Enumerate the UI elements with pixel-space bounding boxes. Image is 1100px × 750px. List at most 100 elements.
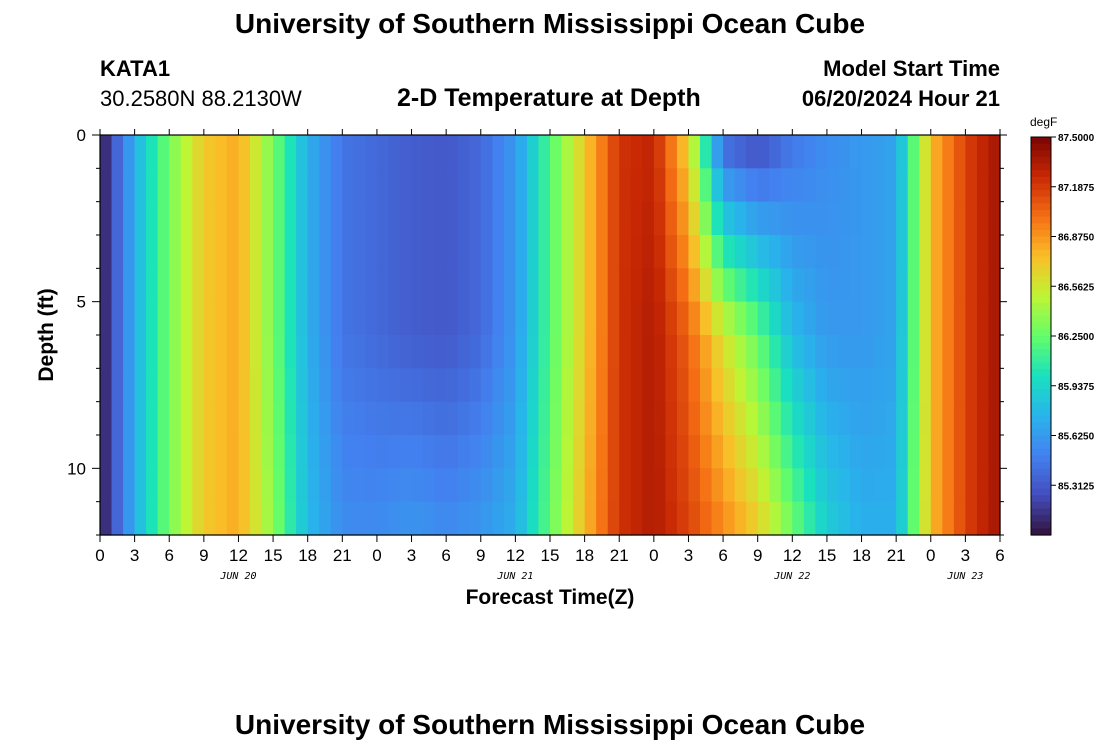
heatmap-cell	[584, 301, 597, 336]
heatmap-cell	[930, 168, 943, 203]
heatmap-cell	[111, 435, 124, 469]
heatmap-cell	[815, 435, 828, 469]
heatmap-cell	[653, 268, 666, 303]
x-tick-label: 15	[541, 546, 560, 565]
heatmap-cell	[942, 268, 955, 303]
heatmap-cell	[157, 201, 170, 236]
heatmap-cell	[988, 368, 1001, 403]
heatmap-cell	[607, 235, 620, 269]
heatmap-cell	[446, 235, 459, 269]
heatmap-cell	[515, 201, 528, 236]
heatmap-cell	[123, 435, 136, 469]
heatmap-cell	[803, 335, 816, 369]
heatmap-cell	[803, 301, 816, 336]
heatmap-cell	[688, 368, 701, 403]
heatmap-cell	[942, 401, 955, 436]
heatmap-cell	[734, 435, 747, 469]
heatmap-cell	[226, 401, 240, 436]
heatmap-cell	[896, 468, 909, 503]
heatmap-cell	[480, 401, 493, 436]
heatmap-cell	[919, 301, 932, 336]
heatmap-cell	[550, 335, 563, 369]
heatmap-cell	[596, 235, 609, 269]
heatmap-cell	[653, 168, 666, 203]
heatmap-cell	[734, 135, 747, 169]
heatmap-cell	[169, 235, 182, 269]
heatmap-cell	[503, 201, 516, 236]
heatmap-cell	[642, 135, 655, 169]
heatmap-cell	[203, 435, 216, 469]
heatmap-cell	[423, 501, 436, 536]
colorbar-swatch	[1031, 475, 1051, 483]
x-tick-label: 6	[164, 546, 173, 565]
heatmap-cell	[700, 335, 713, 369]
heatmap-cell	[180, 335, 193, 369]
heatmap-cell	[296, 401, 309, 436]
heatmap-cell	[480, 268, 493, 303]
x-tick-label: 0	[372, 546, 381, 565]
heatmap-cell	[376, 301, 390, 336]
heatmap-cell	[815, 201, 828, 236]
heatmap-cell	[734, 335, 747, 369]
heatmap-cell	[803, 135, 816, 169]
heatmap-cell	[284, 135, 297, 169]
heatmap-cell	[261, 435, 274, 469]
heatmap-cell	[226, 335, 240, 369]
x-tick-label: 12	[229, 546, 248, 565]
heatmap-cell	[400, 135, 413, 169]
heatmap-cell	[400, 435, 413, 469]
heatmap-cell	[688, 168, 701, 203]
heatmap-cell	[792, 168, 805, 203]
heatmap-cell	[526, 135, 540, 169]
heatmap-cell	[250, 335, 263, 369]
heatmap-cell	[850, 135, 863, 169]
colorbar-swatch	[1031, 488, 1051, 496]
heatmap-cell	[492, 368, 505, 403]
heatmap-cell	[769, 135, 782, 169]
heatmap-cell	[723, 468, 736, 503]
heatmap-cell	[250, 301, 263, 336]
heatmap-cell	[723, 235, 736, 269]
heatmap-cell	[550, 435, 563, 469]
heatmap-cell	[826, 468, 840, 503]
heatmap-cell	[942, 235, 955, 269]
heatmap-cell	[688, 335, 701, 369]
heatmap-cell	[596, 368, 609, 403]
heatmap-cell	[423, 168, 436, 203]
heatmap-cell	[261, 268, 274, 303]
heatmap-cell	[584, 335, 597, 369]
colorbar-swatch	[1031, 296, 1051, 304]
heatmap-cell	[238, 168, 251, 203]
heatmap-cell	[711, 468, 724, 503]
heatmap-cell	[988, 135, 1001, 169]
heatmap-cell	[330, 301, 343, 336]
y-tick-label: 5	[77, 293, 86, 312]
heatmap-cell	[988, 268, 1001, 303]
heatmap-cell	[411, 301, 424, 336]
heatmap-cell	[838, 335, 851, 369]
heatmap-cell	[238, 435, 251, 469]
heatmap-cell	[261, 468, 274, 503]
heatmap-cell	[607, 368, 620, 403]
heatmap-cell	[492, 301, 505, 336]
heatmap-cell	[607, 468, 620, 503]
heatmap-cell	[792, 201, 805, 236]
heatmap-cell	[976, 235, 990, 269]
heatmap-cell	[515, 235, 528, 269]
heatmap-cell	[480, 335, 493, 369]
heatmap-cell	[700, 135, 713, 169]
heatmap-cell	[884, 235, 897, 269]
heatmap-cell	[215, 501, 228, 536]
heatmap-cell	[330, 368, 343, 403]
heatmap-cell	[734, 401, 747, 436]
heatmap-cell	[803, 435, 816, 469]
heatmap-cell	[515, 435, 528, 469]
heatmap-cell	[884, 268, 897, 303]
heatmap-cell	[330, 235, 343, 269]
station-coords: 30.2580N 88.2130W	[100, 86, 302, 111]
x-tick-label: 18	[852, 546, 871, 565]
heatmap-cell	[573, 501, 586, 536]
heatmap-cell	[769, 501, 782, 536]
heatmap-cell	[307, 268, 320, 303]
heatmap-cell	[238, 468, 251, 503]
